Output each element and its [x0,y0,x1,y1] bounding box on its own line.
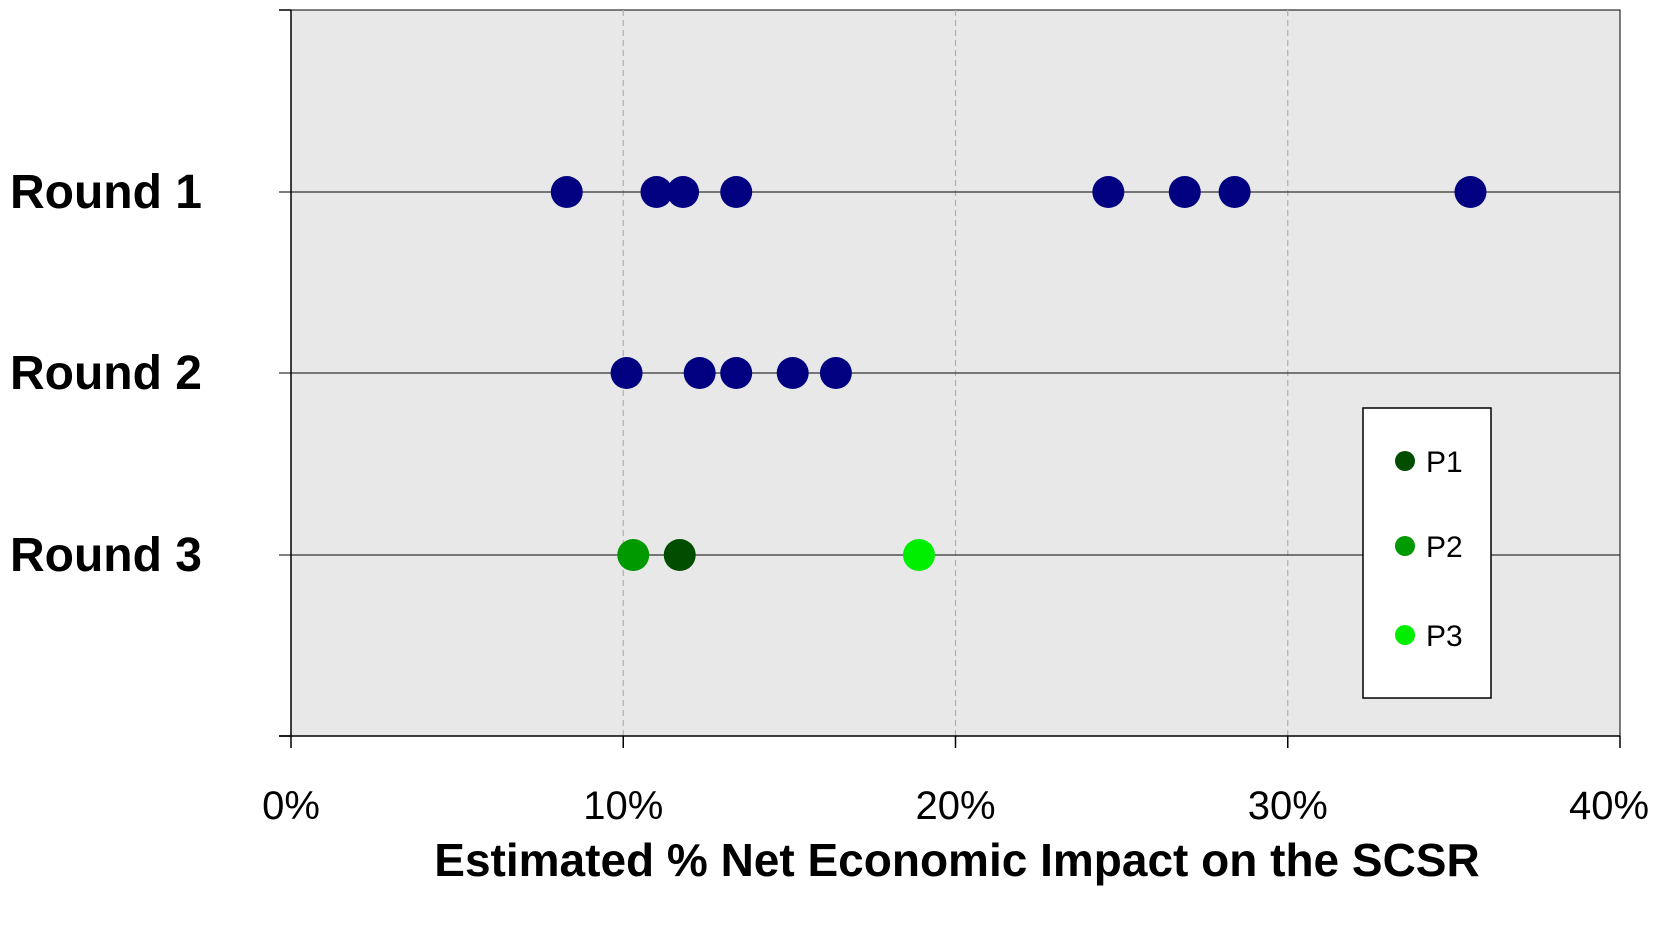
legend-label: P2 [1426,531,1463,564]
data-point [683,357,716,389]
category-label: Round 2 [10,347,202,400]
x-axis-title: Estimated % Net Economic Impact on the S… [434,834,1479,886]
x-tick-label: 30% [1248,784,1328,828]
axes [279,9,1621,748]
x-tick-labels: 0% 10% 20% 30% 40% [262,784,1649,828]
data-point [776,357,809,389]
legend-marker [1395,451,1415,471]
data-point [1454,176,1487,208]
legend-label: P3 [1426,620,1463,653]
data-point [610,357,643,389]
x-tick-label: 0% [262,784,320,828]
legend-marker [1395,625,1415,645]
legend-box [1362,407,1492,699]
data-point [1218,176,1251,208]
data-point [550,176,583,208]
legend: P1 P2 P3 [1362,407,1492,699]
x-tick-label: 40% [1569,784,1649,828]
x-tick-label: 10% [583,784,663,828]
legend-label: P1 [1426,446,1463,479]
data-point [667,176,700,208]
legend-marker [1395,536,1415,556]
category-labels: Round 1 Round 2 Round 3 [10,166,202,582]
data-point [663,539,696,571]
data-point [819,357,852,389]
data-point [720,176,753,208]
category-label: Round 3 [10,529,202,582]
data-point [902,539,935,571]
data-point [1092,176,1125,208]
data-points [550,176,1487,571]
data-point [720,357,753,389]
data-point [1168,176,1201,208]
category-label: Round 1 [10,166,202,219]
data-point [617,539,650,571]
data-point [640,176,673,208]
x-tick-label: 20% [915,784,995,828]
